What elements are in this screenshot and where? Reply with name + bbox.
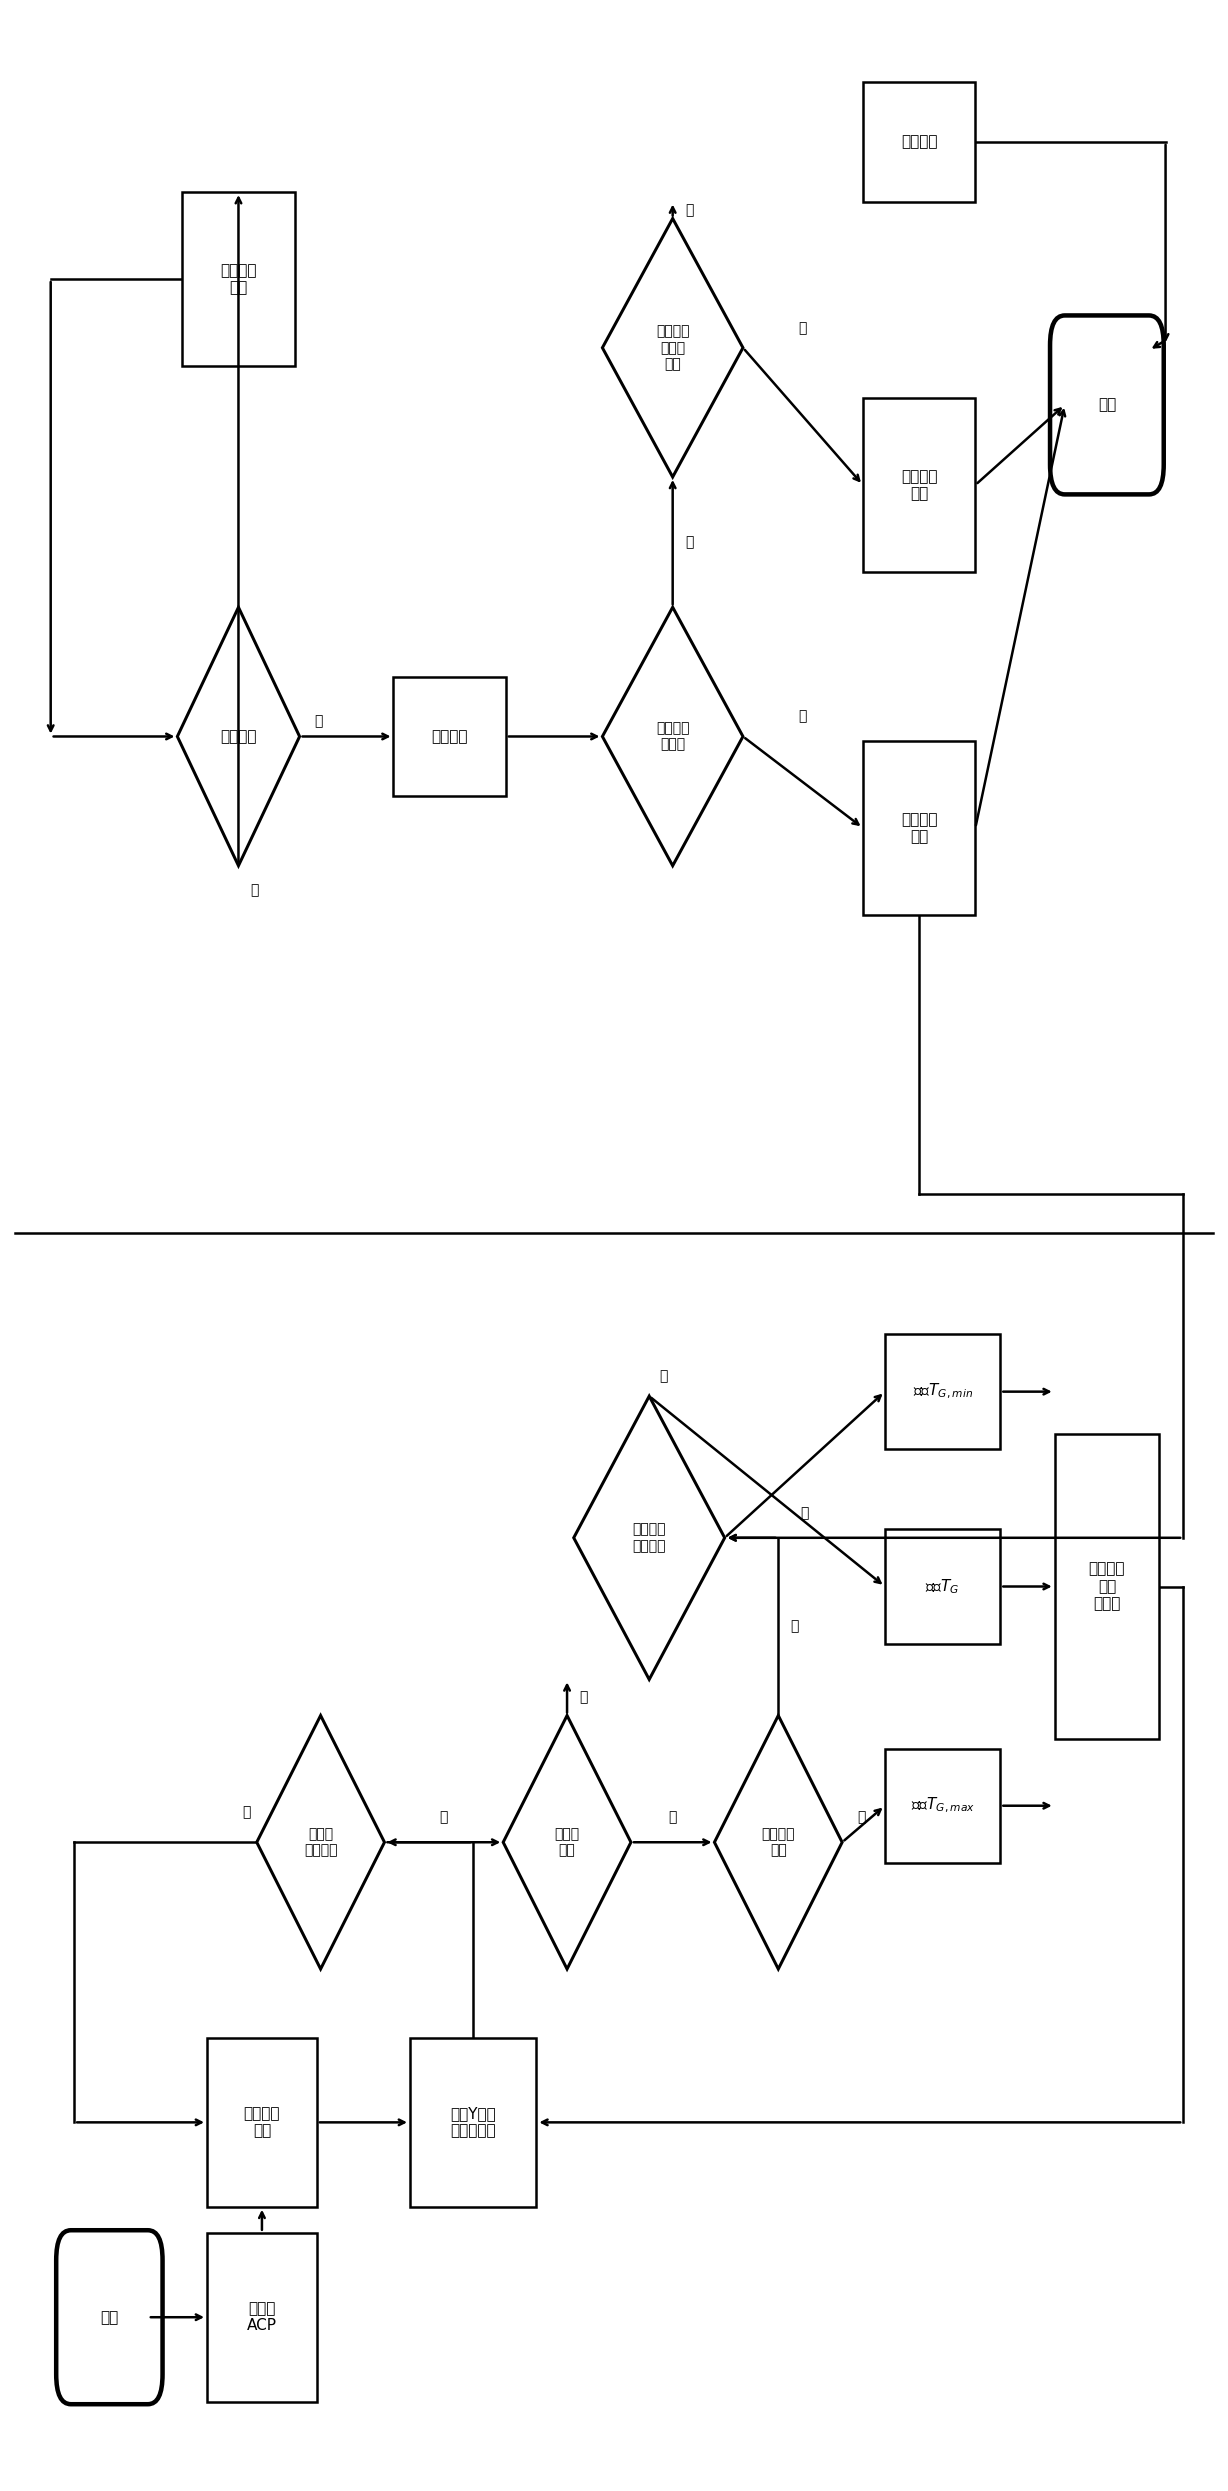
FancyBboxPatch shape bbox=[208, 2038, 317, 2207]
FancyBboxPatch shape bbox=[885, 1529, 1001, 1644]
Text: 优先响应
请求: 优先响应 请求 bbox=[901, 812, 937, 844]
Text: 结束: 结束 bbox=[1098, 399, 1116, 414]
Text: 否: 否 bbox=[685, 204, 694, 217]
Text: 否: 否 bbox=[791, 1619, 799, 1634]
Text: 是: 是 bbox=[314, 715, 323, 727]
Text: 是: 是 bbox=[668, 1811, 677, 1823]
Text: 等待时间
大于阈
值否: 等待时间 大于阈 值否 bbox=[656, 324, 689, 371]
Polygon shape bbox=[503, 1716, 631, 1968]
FancyBboxPatch shape bbox=[410, 2038, 537, 2207]
Text: 分配$T_G$: 分配$T_G$ bbox=[925, 1577, 960, 1597]
Text: 否: 否 bbox=[580, 1691, 588, 1704]
Text: 跳过绿灯
时长分配: 跳过绿灯 时长分配 bbox=[632, 1522, 666, 1552]
Text: 否: 否 bbox=[685, 536, 694, 548]
Text: 获得绿
灯控制权: 获得绿 灯控制权 bbox=[303, 1828, 338, 1858]
Polygon shape bbox=[257, 1716, 384, 1968]
FancyBboxPatch shape bbox=[393, 678, 506, 797]
FancyBboxPatch shape bbox=[1055, 1435, 1159, 1739]
Text: 初始化
ACP: 初始化 ACP bbox=[247, 2302, 278, 2334]
FancyBboxPatch shape bbox=[208, 2232, 317, 2401]
Text: 信息真实: 信息真实 bbox=[220, 730, 257, 745]
Text: 开始: 开始 bbox=[101, 2309, 118, 2324]
Text: 忽略请求: 忽略请求 bbox=[901, 135, 937, 149]
FancyBboxPatch shape bbox=[885, 1749, 1001, 1863]
Text: 分配$T_{G,max}$: 分配$T_{G,max}$ bbox=[911, 1796, 975, 1816]
FancyBboxPatch shape bbox=[863, 82, 975, 202]
Text: 分配$T_{G,min}$: 分配$T_{G,min}$ bbox=[912, 1383, 973, 1402]
Text: 否: 否 bbox=[251, 884, 259, 897]
Text: 是: 是 bbox=[798, 710, 807, 722]
FancyBboxPatch shape bbox=[885, 1335, 1001, 1450]
FancyBboxPatch shape bbox=[863, 740, 975, 914]
Text: 是: 是 bbox=[440, 1811, 448, 1823]
Text: 道路拥塞
严重: 道路拥塞 严重 bbox=[761, 1828, 795, 1858]
Text: 获取路况
信息: 获取路况 信息 bbox=[243, 2107, 280, 2140]
Text: 是: 是 bbox=[857, 1811, 866, 1823]
Text: 信贷奖励: 信贷奖励 bbox=[431, 730, 468, 745]
Text: 顺序响应
请求: 顺序响应 请求 bbox=[901, 468, 937, 501]
Polygon shape bbox=[177, 608, 300, 867]
Text: 是: 是 bbox=[659, 1370, 667, 1383]
Text: 转移绿灯
时间
控制权: 转移绿灯 时间 控制权 bbox=[1089, 1562, 1125, 1612]
Polygon shape bbox=[603, 608, 743, 867]
FancyBboxPatch shape bbox=[863, 399, 975, 573]
Text: 信贷惩罚
处理: 信贷惩罚 处理 bbox=[220, 264, 257, 296]
Polygon shape bbox=[603, 219, 743, 476]
Text: 是: 是 bbox=[798, 321, 807, 334]
Text: 计算Y和绿
灯分配时间: 计算Y和绿 灯分配时间 bbox=[451, 2107, 496, 2140]
Polygon shape bbox=[573, 1395, 725, 1679]
FancyBboxPatch shape bbox=[1050, 316, 1164, 493]
Text: 否: 否 bbox=[242, 1806, 251, 1818]
FancyBboxPatch shape bbox=[56, 2229, 162, 2404]
Text: 否: 否 bbox=[801, 1507, 809, 1520]
FancyBboxPatch shape bbox=[182, 192, 295, 366]
Text: 车辆大于
阈值否: 车辆大于 阈值否 bbox=[656, 722, 689, 752]
Polygon shape bbox=[715, 1716, 842, 1968]
Text: 道路拥
塞否: 道路拥 塞否 bbox=[555, 1828, 580, 1858]
